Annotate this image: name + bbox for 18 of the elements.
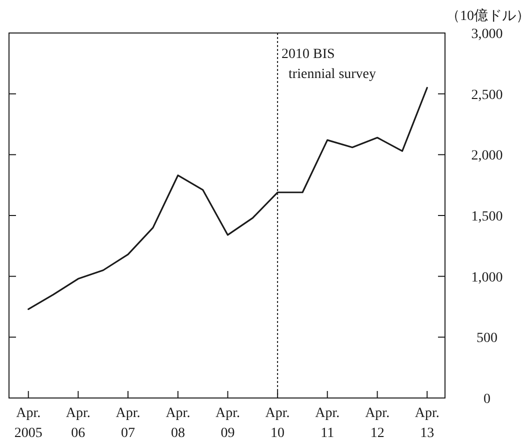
y-tick-label: 3,000 [471,27,503,42]
x-tick-label: Apr. 13 [414,406,440,441]
x-tick-label: Apr. 12 [365,406,390,441]
x-tick-label: Apr. 06 [66,406,90,441]
y-tick-label: 2,500 [471,88,503,103]
y-tick-label: 2,000 [471,148,503,164]
y-tick-label: 1,000 [471,270,503,286]
y-tick-label: 500 [476,331,498,346]
y-axis-title: （10億ドル） [446,8,530,24]
x-tick-label: Apr. 2005 [14,406,42,441]
y-tick-label: 1,500 [471,210,503,224]
x-tick-label: Apr. 11 [315,406,340,441]
x-tick-label: Apr. 10 [265,406,290,441]
x-tick-label: Apr. 08 [166,406,190,441]
y-tick-label: 0 [484,392,490,407]
x-tick-label: Apr. 07 [116,406,140,441]
ref-line-label: 2010 BIS triennial survey [282,47,376,82]
x-tick-label: Apr. 09 [216,406,240,441]
